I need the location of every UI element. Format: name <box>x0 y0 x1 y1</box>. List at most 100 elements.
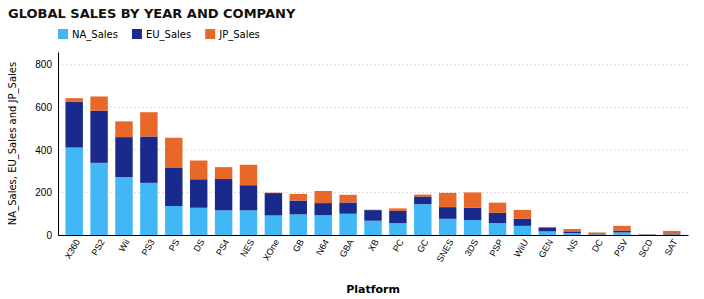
tick-label: NES <box>238 238 256 259</box>
bar <box>314 215 331 235</box>
bar <box>439 193 456 207</box>
tick: NS <box>565 235 580 253</box>
tick: DS <box>192 235 207 253</box>
bar <box>364 221 381 235</box>
tick: GBA <box>338 235 356 259</box>
series <box>65 96 680 234</box>
tick-label: GEN <box>537 238 555 260</box>
bar <box>140 136 157 182</box>
bar <box>539 227 556 228</box>
bar <box>265 192 282 193</box>
x-axis-title: Platform <box>346 283 400 296</box>
tick-label: 200 <box>35 187 52 198</box>
bar <box>65 148 82 235</box>
legend-item: JP_Sales <box>205 29 260 41</box>
tick: SAT <box>662 235 679 257</box>
tick-label: DC <box>590 237 605 254</box>
tick: NES <box>238 235 256 259</box>
bars <box>65 96 680 235</box>
bar <box>588 234 605 235</box>
tick-label: PSP <box>488 238 506 259</box>
tick-label: SNES <box>435 238 456 264</box>
tick: XB <box>366 235 381 253</box>
tick-label: NS <box>565 238 580 254</box>
bar <box>339 195 356 203</box>
legend-label: EU_Sales <box>146 29 191 41</box>
bar <box>464 208 481 220</box>
plot: X360 PS2 Wii PS3 PS DS PS4 NES XOne GB N64 GBA XB PC G… <box>35 53 688 264</box>
bar <box>414 195 431 197</box>
tick-label: PS4 <box>214 238 231 258</box>
grid <box>58 65 688 235</box>
tick: N64 <box>314 235 331 257</box>
bar <box>140 112 157 136</box>
bar <box>514 210 531 219</box>
series <box>65 102 680 235</box>
bar <box>663 231 680 234</box>
tick: PSV <box>612 235 630 258</box>
bar <box>364 209 381 210</box>
chart: GLOBAL SALES BY YEAR AND COMPANYX360PS2W… <box>0 0 704 299</box>
bar <box>539 231 556 235</box>
tick-label: PS3 <box>139 238 156 258</box>
tick: GC <box>415 235 431 254</box>
tick-label: SCD <box>636 237 654 259</box>
bar <box>439 219 456 235</box>
legend-swatch <box>132 29 142 39</box>
tick: 3DS <box>463 235 480 258</box>
tick: PS4 <box>214 235 231 257</box>
tick: PS3 <box>139 235 156 257</box>
bar <box>290 194 307 201</box>
bar <box>65 98 82 102</box>
bar <box>588 232 605 234</box>
tick: PC <box>391 235 406 253</box>
bar <box>489 203 506 213</box>
tick-label: PSV <box>612 238 630 259</box>
tick: DC <box>590 235 605 254</box>
tick-label: 400 <box>35 145 52 156</box>
tick: 400 <box>35 145 58 156</box>
tick-label: SAT <box>662 237 679 257</box>
bar <box>215 210 232 235</box>
tick-label: DS <box>192 238 207 254</box>
legend-label: NA_Sales <box>72 29 118 41</box>
bar <box>215 179 232 210</box>
legend-item: EU_Sales <box>132 29 191 41</box>
tick: PS2 <box>90 235 107 257</box>
legend-swatch <box>58 29 68 39</box>
bar <box>514 226 531 235</box>
bar <box>613 231 630 233</box>
bar <box>240 185 257 210</box>
tick-label: 3DS <box>463 238 480 258</box>
tick: XOne <box>261 235 281 263</box>
bar <box>364 210 381 221</box>
bar <box>389 208 406 211</box>
bar <box>613 232 630 235</box>
bar <box>265 193 282 215</box>
bar <box>414 204 431 235</box>
bar <box>339 202 356 213</box>
bar <box>339 214 356 235</box>
bar <box>489 223 506 235</box>
bar <box>563 231 580 233</box>
bar <box>240 165 257 185</box>
tick: X360 <box>63 235 82 261</box>
tick: GB <box>291 235 306 254</box>
bar <box>314 203 331 215</box>
bar <box>563 229 580 231</box>
bar <box>115 137 132 177</box>
tick-label: PC <box>391 237 406 253</box>
tick-label: XB <box>366 238 381 253</box>
tick-label: PS2 <box>90 238 107 258</box>
bar <box>638 234 655 235</box>
bar <box>439 207 456 219</box>
tick-label: 800 <box>35 59 52 70</box>
tick: PS <box>167 235 182 253</box>
tick: PSP <box>488 235 506 258</box>
bar <box>489 213 506 223</box>
bar <box>240 210 257 235</box>
tick: SNES <box>435 235 456 264</box>
tick: Wii <box>117 235 132 253</box>
tick-label: XOne <box>261 238 281 263</box>
bar <box>140 183 157 235</box>
